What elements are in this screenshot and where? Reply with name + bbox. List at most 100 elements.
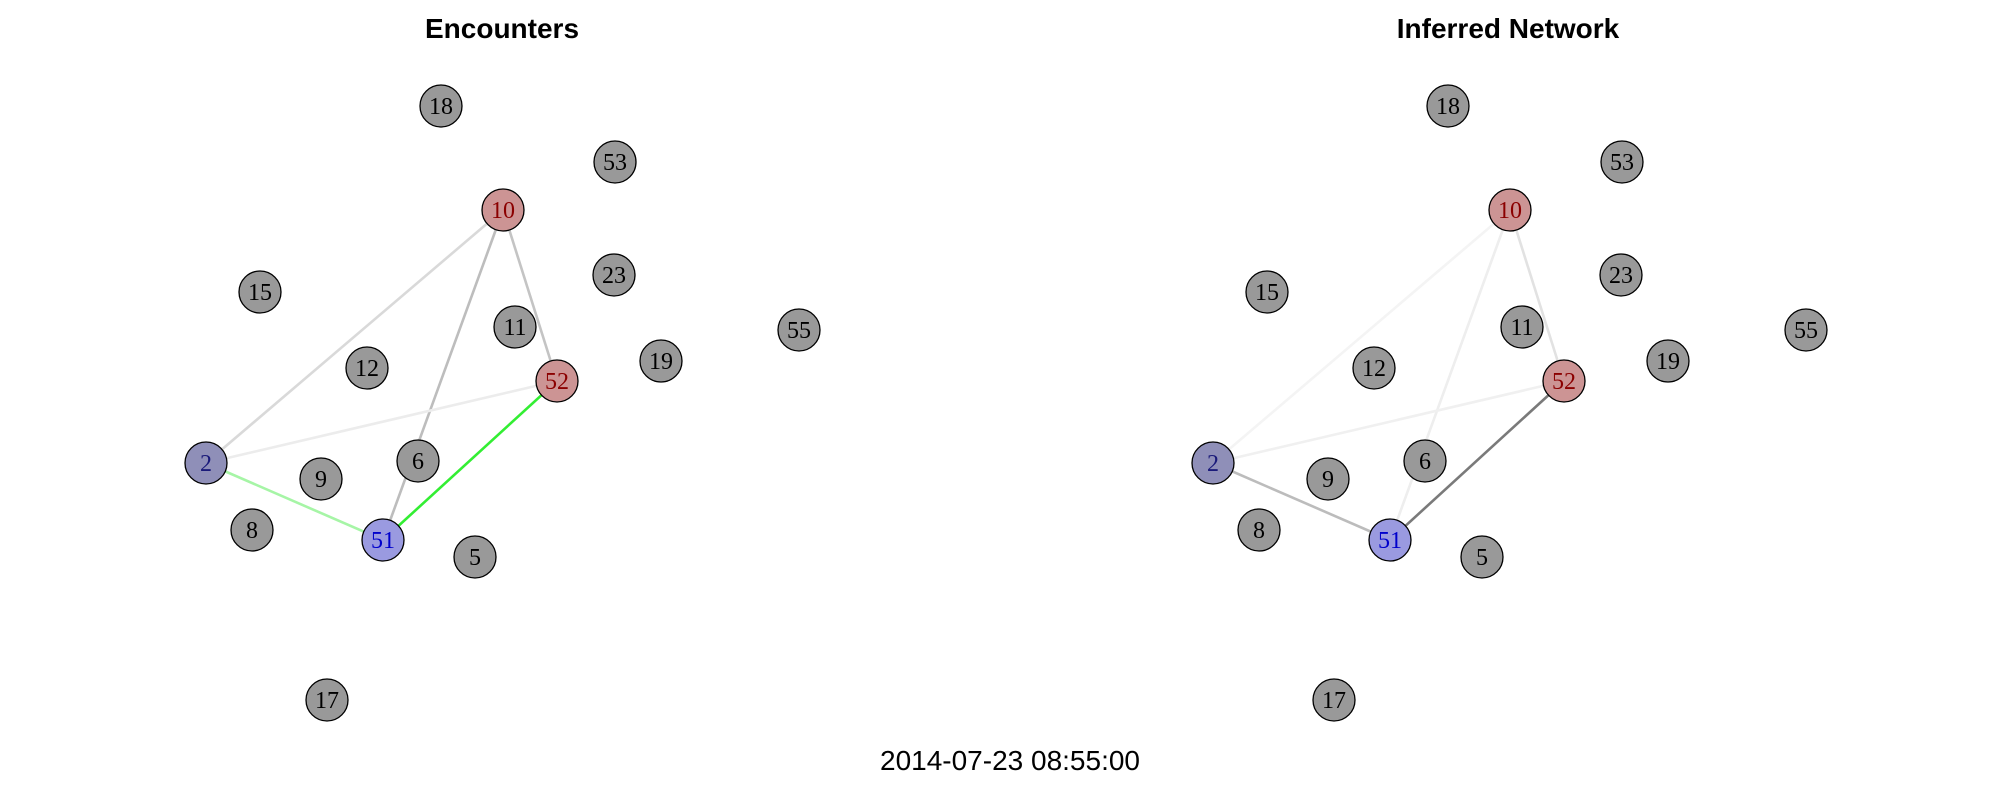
node-label: 15 bbox=[1255, 280, 1279, 306]
node-circle bbox=[238, 270, 282, 314]
node-2: 2 bbox=[1191, 441, 1235, 485]
node-circle bbox=[1600, 140, 1644, 184]
node-55: 55 bbox=[777, 308, 821, 352]
node-circle bbox=[1500, 305, 1544, 349]
node-circle bbox=[535, 359, 579, 403]
node-9: 9 bbox=[1306, 457, 1350, 501]
node-6: 6 bbox=[396, 439, 440, 483]
node-label: 18 bbox=[1436, 94, 1460, 120]
node-circle bbox=[1237, 508, 1281, 552]
encounters-panel: Encounters 18 53 10 15 23 11 55 12 19 52 2 6 9 8 51 5 17 bbox=[184, 13, 821, 722]
node-17: 17 bbox=[1312, 678, 1356, 722]
node-label: 51 bbox=[371, 528, 395, 554]
node-circle bbox=[1403, 439, 1447, 483]
node-2: 2 bbox=[184, 441, 228, 485]
node-23: 23 bbox=[592, 253, 636, 297]
edge-52-51 bbox=[1389, 380, 1565, 541]
node-circle bbox=[493, 305, 537, 349]
node-circle bbox=[1306, 457, 1350, 501]
node-label: 2 bbox=[1207, 451, 1219, 477]
edge-10-2 bbox=[205, 209, 504, 464]
node-circle bbox=[1599, 253, 1643, 297]
timestamp-label: 2014-07-23 08:55:00 bbox=[880, 745, 1140, 776]
node-label: 17 bbox=[1322, 688, 1346, 714]
node-23: 23 bbox=[1599, 253, 1643, 297]
node-label: 12 bbox=[1362, 356, 1386, 382]
node-circle bbox=[184, 441, 228, 485]
node-5: 5 bbox=[1460, 535, 1504, 579]
inferred-network-panel: Inferred Network 18 53 10 15 23 11 55 12 19 52 2 6 9… bbox=[1191, 13, 1828, 722]
node-circle bbox=[305, 678, 349, 722]
node-10: 10 bbox=[1488, 188, 1532, 232]
node-label: 8 bbox=[1253, 518, 1265, 544]
node-label: 18 bbox=[429, 94, 453, 120]
node-55: 55 bbox=[1784, 308, 1828, 352]
node-circle bbox=[1245, 270, 1289, 314]
inferred-network-edges bbox=[1212, 209, 1566, 542]
edge-10-52 bbox=[501, 209, 559, 382]
node-label: 53 bbox=[603, 150, 627, 176]
node-circle bbox=[1646, 339, 1690, 383]
node-51: 51 bbox=[361, 518, 405, 562]
node-circle bbox=[419, 84, 463, 128]
node-6: 6 bbox=[1403, 439, 1447, 483]
node-53: 53 bbox=[593, 140, 637, 184]
inferred-network-nodes: 18 53 10 15 23 11 55 12 19 52 2 6 9 8 51 5 17 bbox=[1191, 84, 1828, 722]
node-label: 19 bbox=[1656, 349, 1680, 375]
node-18: 18 bbox=[1426, 84, 1470, 128]
node-circle bbox=[481, 188, 525, 232]
encounters-edges bbox=[205, 209, 559, 542]
node-label: 55 bbox=[787, 318, 811, 344]
node-5: 5 bbox=[453, 535, 497, 579]
node-label: 51 bbox=[1378, 528, 1402, 554]
node-12: 12 bbox=[1352, 346, 1396, 390]
node-label: 2 bbox=[200, 451, 212, 477]
node-label: 11 bbox=[1510, 315, 1533, 341]
node-9: 9 bbox=[299, 457, 343, 501]
node-label: 10 bbox=[1498, 198, 1522, 224]
node-circle bbox=[1784, 308, 1828, 352]
edge-10-51 bbox=[381, 209, 505, 541]
node-circle bbox=[1368, 518, 1412, 562]
node-label: 5 bbox=[1476, 545, 1488, 571]
node-label: 6 bbox=[1419, 449, 1431, 475]
node-circle bbox=[592, 253, 636, 297]
node-53: 53 bbox=[1600, 140, 1644, 184]
node-10: 10 bbox=[481, 188, 525, 232]
node-circle bbox=[299, 457, 343, 501]
edge-2-52 bbox=[1212, 379, 1565, 465]
node-label: 6 bbox=[412, 449, 424, 475]
node-12: 12 bbox=[345, 346, 389, 390]
edge-2-52 bbox=[205, 379, 558, 465]
node-11: 11 bbox=[1500, 305, 1544, 349]
node-circle bbox=[777, 308, 821, 352]
node-label: 12 bbox=[355, 356, 379, 382]
node-circle bbox=[639, 339, 683, 383]
node-label: 23 bbox=[602, 263, 626, 289]
node-label: 11 bbox=[503, 315, 526, 341]
node-label: 52 bbox=[1552, 369, 1576, 395]
node-circle bbox=[345, 346, 389, 390]
inferred-network-title: Inferred Network bbox=[1397, 13, 1620, 44]
node-label: 5 bbox=[469, 545, 481, 571]
node-label: 15 bbox=[248, 280, 272, 306]
node-51: 51 bbox=[1368, 518, 1412, 562]
node-circle bbox=[1542, 359, 1586, 403]
node-circle bbox=[361, 518, 405, 562]
node-52: 52 bbox=[1542, 359, 1586, 403]
node-circle bbox=[396, 439, 440, 483]
encounters-title: Encounters bbox=[425, 13, 579, 44]
node-8: 8 bbox=[230, 508, 274, 552]
node-circle bbox=[453, 535, 497, 579]
node-circle bbox=[593, 140, 637, 184]
node-circle bbox=[1460, 535, 1504, 579]
edge-10-52 bbox=[1508, 209, 1566, 382]
node-circle bbox=[1488, 188, 1532, 232]
edge-10-51 bbox=[1388, 209, 1512, 541]
edge-52-51 bbox=[382, 380, 558, 541]
node-label: 9 bbox=[1322, 467, 1334, 493]
node-circle bbox=[1312, 678, 1356, 722]
node-label: 10 bbox=[491, 198, 515, 224]
encounters-nodes: 18 53 10 15 23 11 55 12 19 52 2 6 9 8 51 5 17 bbox=[184, 84, 821, 722]
